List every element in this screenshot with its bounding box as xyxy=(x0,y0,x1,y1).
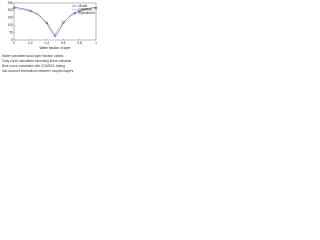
x-tick-label: 0.6 xyxy=(61,41,66,45)
caption-line: Water saturated sand layer fraction vari… xyxy=(2,54,64,58)
legend-symbol xyxy=(73,12,76,15)
plot-frame xyxy=(13,2,97,41)
y-tick-label: 200 xyxy=(8,8,14,12)
data-point xyxy=(94,6,98,10)
x-tick-label: 0 xyxy=(13,41,15,45)
data-point xyxy=(78,10,81,13)
x-tick-label: 1 xyxy=(95,41,97,45)
data-point xyxy=(29,9,32,13)
y-tick-label: 0 xyxy=(11,38,13,42)
legend-label: COMSOL xyxy=(79,7,93,11)
legend-label: Experiment xyxy=(79,11,95,15)
caption-line: Blue curve calculated with COMSOL taking xyxy=(2,64,65,68)
chart: Water fraction of layer Water saturated … xyxy=(2,1,98,73)
data-point xyxy=(45,21,48,25)
page: {"chart_data": {"type": "line", "x_label… xyxy=(0,0,100,79)
data-point xyxy=(12,6,16,9)
x-tick-label: 0.8 xyxy=(77,41,82,45)
series-line xyxy=(13,8,97,35)
caption-line: into account interactions between couple… xyxy=(2,69,74,73)
y-tick-label: 150 xyxy=(8,16,14,20)
data-point xyxy=(62,21,65,24)
x-axis-label: Water fraction of layer xyxy=(39,46,71,50)
y-tick-label: 50 xyxy=(9,30,13,34)
x-tick-label: 0.2 xyxy=(28,41,33,45)
y-tick-label: 100 xyxy=(8,23,14,27)
legend-label: Model xyxy=(79,4,88,8)
caption-line: Gray curve calculated assuming linear va… xyxy=(2,59,72,63)
y-tick-label: 250 xyxy=(8,1,14,5)
x-tick-label: 0.4 xyxy=(45,41,50,45)
data-point xyxy=(53,34,57,37)
